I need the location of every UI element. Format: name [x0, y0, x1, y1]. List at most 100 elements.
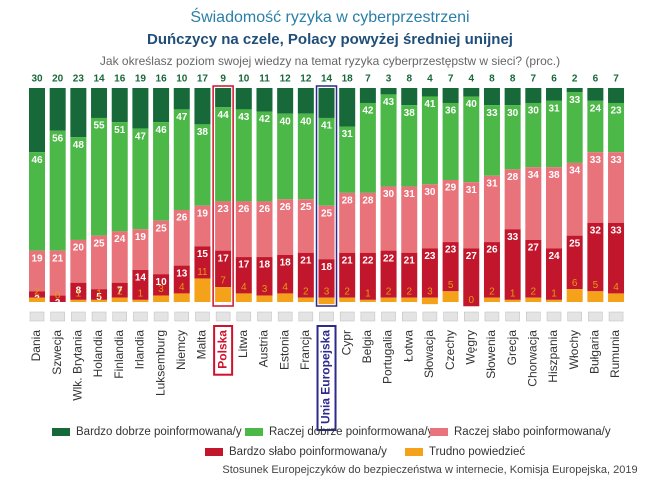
value-label: 7 [117, 285, 123, 296]
value-label: 30 [31, 74, 43, 85]
x-tick-label: Cypr [339, 330, 353, 355]
bar-segment [256, 201, 273, 258]
value-label: 33 [590, 155, 602, 166]
x-tick-label: Finlandia [112, 330, 126, 379]
highlight-bar [212, 85, 234, 307]
value-label: 17 [197, 74, 209, 85]
value-label: 23 [610, 106, 622, 117]
bar-segment [91, 88, 108, 118]
value-label: 44 [218, 110, 230, 121]
bar-segment [91, 117, 108, 236]
bar-segment [215, 250, 232, 288]
value-label: 12 [280, 74, 292, 85]
flag [360, 311, 376, 322]
value-label: 14 [321, 74, 333, 85]
value-label: 28 [362, 196, 374, 207]
value-label: 23 [445, 245, 457, 256]
bar-segment [215, 107, 232, 202]
value-label: 2 [572, 74, 578, 85]
flag [29, 311, 45, 322]
value-label: 28 [507, 172, 519, 183]
bar-segment [297, 113, 314, 200]
bar-segment [297, 199, 314, 253]
bar-segment [339, 88, 356, 127]
value-label: 5 [448, 280, 454, 291]
flag [381, 311, 396, 322]
bar-segment [173, 88, 190, 110]
value-label: 31 [486, 178, 498, 189]
bar-segment [215, 287, 232, 302]
bar-segment [173, 109, 190, 210]
value-label: 0 [55, 291, 61, 302]
bar-segment [587, 88, 604, 101]
value-label: 36 [445, 106, 457, 117]
value-label: 48 [73, 140, 85, 151]
value-label: 9 [220, 74, 226, 85]
value-label: 1 [365, 289, 371, 300]
value-label: 4 [282, 282, 288, 293]
flag [215, 311, 231, 322]
value-label: 23 [73, 74, 85, 85]
bar-segment [463, 248, 480, 307]
flag [464, 311, 479, 322]
bar-segment [421, 184, 438, 249]
value-label: 2 [531, 286, 537, 297]
bar-segment [401, 105, 418, 187]
value-label: 1 [138, 289, 144, 300]
legend-label: Bardzo dobrze poinformowana/y [76, 426, 242, 438]
value-label: 25 [321, 208, 333, 219]
value-label: 8 [76, 285, 82, 296]
value-label: 2 [406, 286, 412, 297]
value-label: 24 [548, 251, 560, 262]
value-label: 47 [176, 112, 188, 123]
x-tick-label: Chorwacja [525, 330, 539, 387]
x-tick-label: Niemcy [174, 330, 188, 370]
value-label: 31 [466, 185, 478, 196]
legend-swatch [245, 428, 263, 436]
bar-segment [483, 88, 500, 106]
highlight-bar [315, 85, 338, 307]
value-label: 30 [528, 106, 540, 117]
bar-segment [277, 254, 294, 294]
flag [608, 311, 624, 322]
bar-segment [483, 175, 500, 243]
bar-segment [566, 162, 583, 236]
bar-segment [359, 252, 376, 300]
bar-segment [380, 88, 397, 95]
value-label: 5 [593, 280, 599, 291]
bar-segment [421, 248, 438, 298]
bar-segment [525, 88, 542, 103]
bar-segment [318, 297, 335, 305]
bar-segment [380, 250, 397, 298]
bar-segment [235, 201, 252, 258]
bar-segment [421, 96, 438, 185]
value-label: 41 [424, 99, 436, 110]
value-label: 1 [76, 289, 82, 300]
bar-segment [339, 297, 356, 302]
value-label: 43 [383, 97, 395, 108]
bar-segment [566, 235, 583, 290]
value-label: 27 [528, 243, 540, 254]
bar-segment [380, 186, 397, 251]
flag [71, 311, 86, 322]
value-label: 3 [262, 284, 268, 295]
value-label: 2 [489, 286, 495, 297]
bar-segment [566, 92, 583, 163]
bar-segment [49, 88, 66, 131]
x-tick-label: Łotwa [401, 330, 415, 362]
bar-segment [587, 222, 604, 292]
value-label: 1 [510, 289, 516, 300]
value-label: 26 [259, 204, 271, 215]
bar-segment [153, 122, 170, 221]
value-label: 55 [93, 121, 105, 132]
bar-segment [49, 295, 66, 302]
value-label: 47 [135, 131, 147, 142]
bar-segment [297, 88, 314, 114]
value-label: 3 [158, 284, 164, 295]
bar-segment [132, 88, 149, 129]
value-label: 25 [569, 238, 581, 249]
value-label: 8 [406, 74, 412, 85]
x-tick-label: Estonia [277, 330, 291, 370]
bar-segment [256, 111, 273, 202]
value-label: 40 [280, 116, 292, 127]
